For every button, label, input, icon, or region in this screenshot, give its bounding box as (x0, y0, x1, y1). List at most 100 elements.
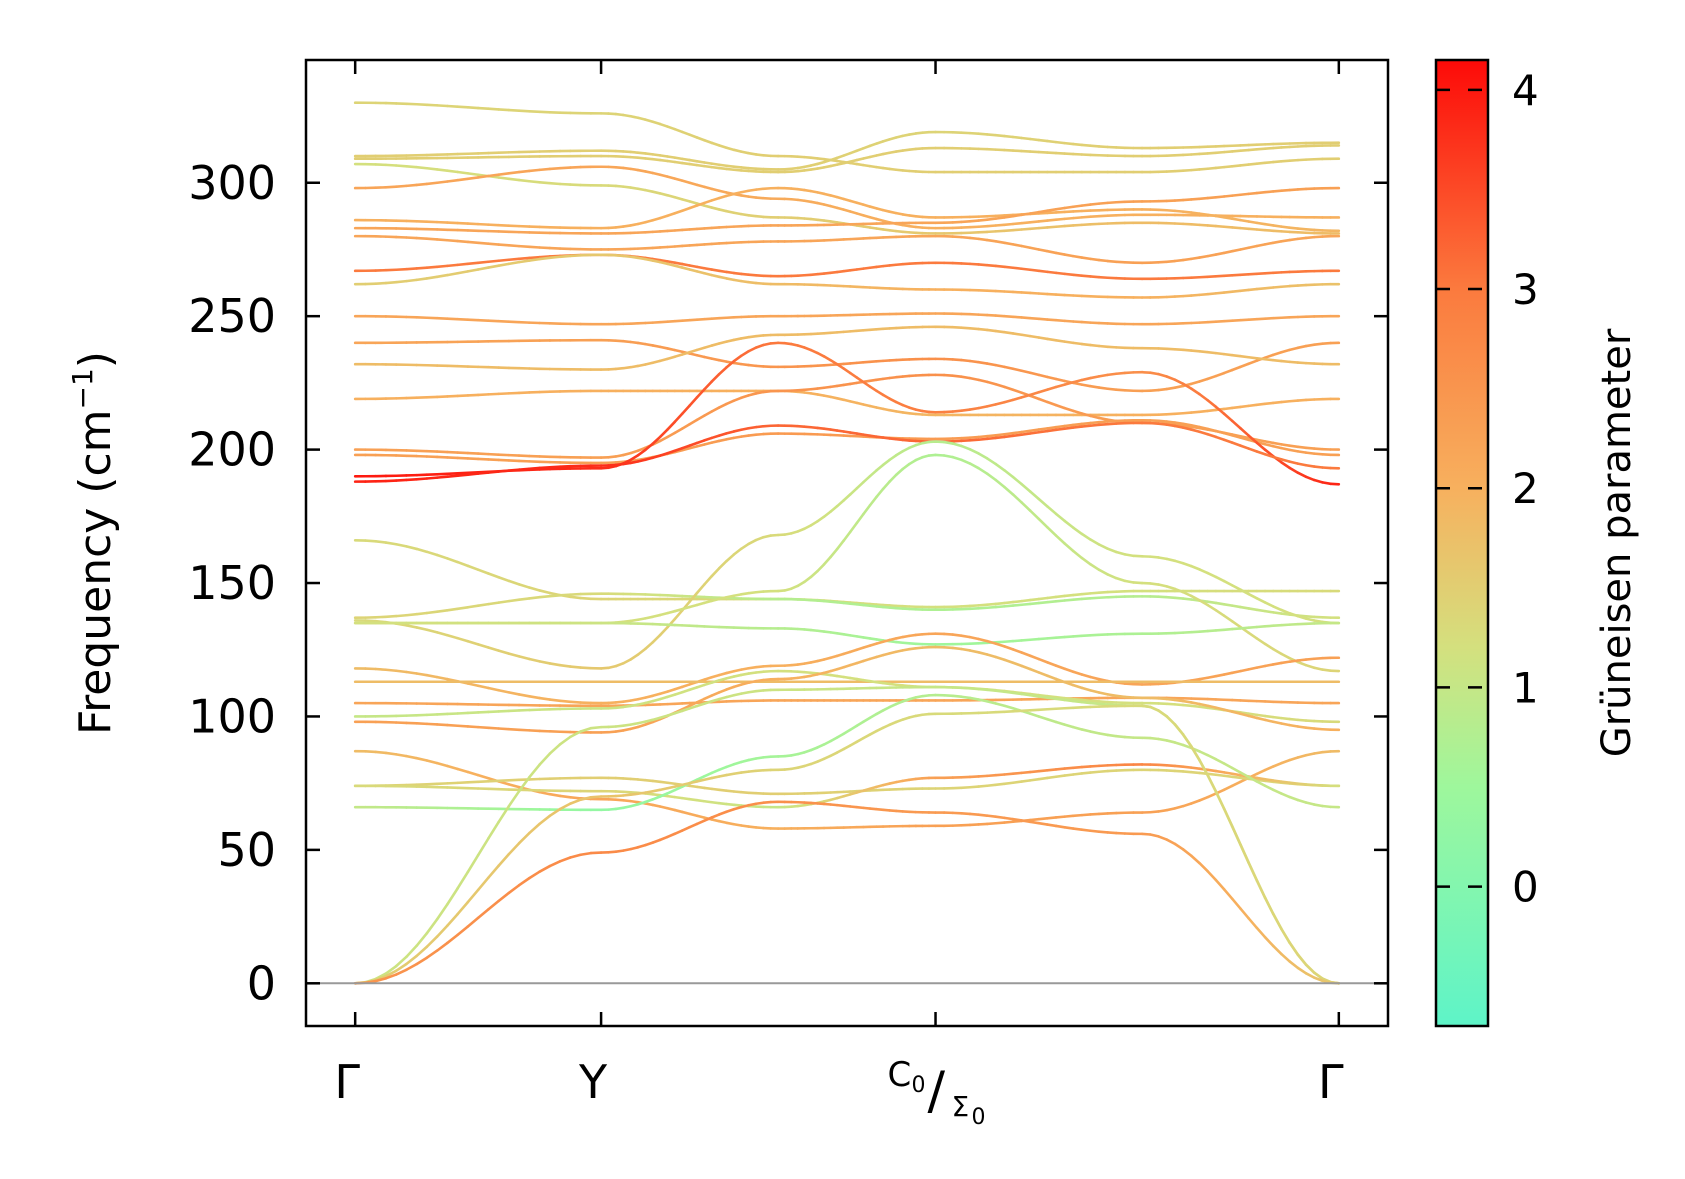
x-tick-label-part: 0 (912, 1073, 926, 1098)
band-segment (1255, 768, 1267, 776)
band-segment (1148, 810, 1160, 814)
band-segment (829, 504, 839, 513)
band-segment (1239, 605, 1250, 610)
band-segment (703, 138, 714, 145)
band-10 (353, 253, 1341, 299)
band-segment (994, 815, 1006, 820)
band-segment (1222, 579, 1234, 587)
band-segment (1071, 549, 1084, 560)
band-segment (476, 222, 490, 226)
band-segment (1037, 269, 1049, 274)
band-segment (1230, 193, 1242, 197)
y-tick-label: 200 (188, 423, 276, 477)
band-segment (1028, 490, 1041, 501)
band-segment (507, 257, 521, 262)
band-segment (1080, 828, 1092, 833)
band-segment (466, 222, 480, 226)
band-segment (538, 594, 552, 599)
band-segment (1206, 213, 1218, 218)
band-segment (1288, 226, 1300, 230)
band-segment (1181, 424, 1193, 429)
band-segment (507, 789, 521, 808)
band-segment (1189, 211, 1201, 215)
band-segment (644, 442, 655, 452)
band-segment (1181, 765, 1193, 769)
band-segment (517, 169, 531, 174)
band-segment (1296, 236, 1308, 241)
band-segment (1063, 340, 1075, 345)
y-axis-ticks: 0 50 100 150 200 250 300 (188, 156, 1388, 1010)
band-segment (466, 393, 480, 397)
band-segment (977, 637, 989, 643)
band-segment (1046, 270, 1058, 275)
band-segment (1222, 887, 1234, 901)
band-segment (1148, 705, 1160, 712)
band-segment (517, 583, 531, 589)
band-segment (875, 463, 885, 472)
band-segment (994, 314, 1006, 318)
band-segment (942, 645, 955, 650)
band-segment (1046, 428, 1058, 433)
band-segment (1028, 390, 1041, 397)
y-tick-label: 50 (217, 823, 276, 877)
band-segment (507, 177, 521, 182)
band-segment (1089, 596, 1101, 600)
band-segment (942, 410, 955, 414)
y-tick-label: 250 (188, 289, 276, 343)
band-3 (353, 144, 1341, 174)
band-segment (1288, 717, 1300, 722)
band-segment (456, 471, 470, 475)
band-segment (1037, 817, 1049, 821)
band-segment (569, 796, 582, 800)
band-segment (517, 178, 531, 183)
band-segment (1106, 573, 1118, 580)
band-segment (621, 658, 632, 665)
band-segment (1003, 816, 1015, 821)
band-segment (1255, 780, 1267, 788)
band-segment (1054, 512, 1066, 523)
band-segment (1054, 697, 1066, 702)
band-segment (1189, 854, 1201, 865)
band-segment (1296, 614, 1308, 620)
band-segment (1037, 596, 1049, 601)
band-segment (855, 512, 865, 525)
band-segment (1296, 953, 1308, 967)
band-segment (951, 694, 963, 699)
band-segment (456, 636, 470, 643)
band-segment (1189, 349, 1201, 353)
band-segment (1097, 420, 1109, 424)
band-segment (994, 133, 1006, 138)
band-segment (415, 611, 429, 616)
band-segment (528, 255, 541, 260)
band-segment (466, 604, 480, 609)
band-segment (476, 876, 490, 892)
band-segment (1063, 766, 1075, 770)
band-segment (405, 670, 418, 675)
band-segment (1222, 352, 1234, 357)
band-segment (1296, 658, 1308, 662)
band-segment (994, 229, 1006, 233)
band-segment (405, 944, 418, 959)
band-segment (1140, 832, 1152, 836)
band-segment (717, 402, 728, 409)
band-segment (1165, 715, 1177, 726)
band-segment (1304, 971, 1316, 979)
band-segment (1089, 764, 1101, 768)
band-segment (1198, 702, 1209, 708)
band-segment (848, 486, 859, 496)
band-segment (960, 785, 972, 790)
band-segment (1054, 677, 1066, 684)
band-segment (569, 595, 582, 600)
band-segment (1148, 833, 1160, 838)
band-segment (1071, 813, 1084, 818)
band-segment (1181, 743, 1193, 750)
band-segment (1230, 273, 1242, 277)
band-segment (394, 613, 408, 618)
band-segment (1011, 599, 1023, 604)
band-segment (868, 385, 878, 393)
band-segment (651, 838, 662, 844)
band-segment (1189, 197, 1201, 201)
band-segment (688, 133, 699, 139)
band-14 (353, 389, 1341, 417)
